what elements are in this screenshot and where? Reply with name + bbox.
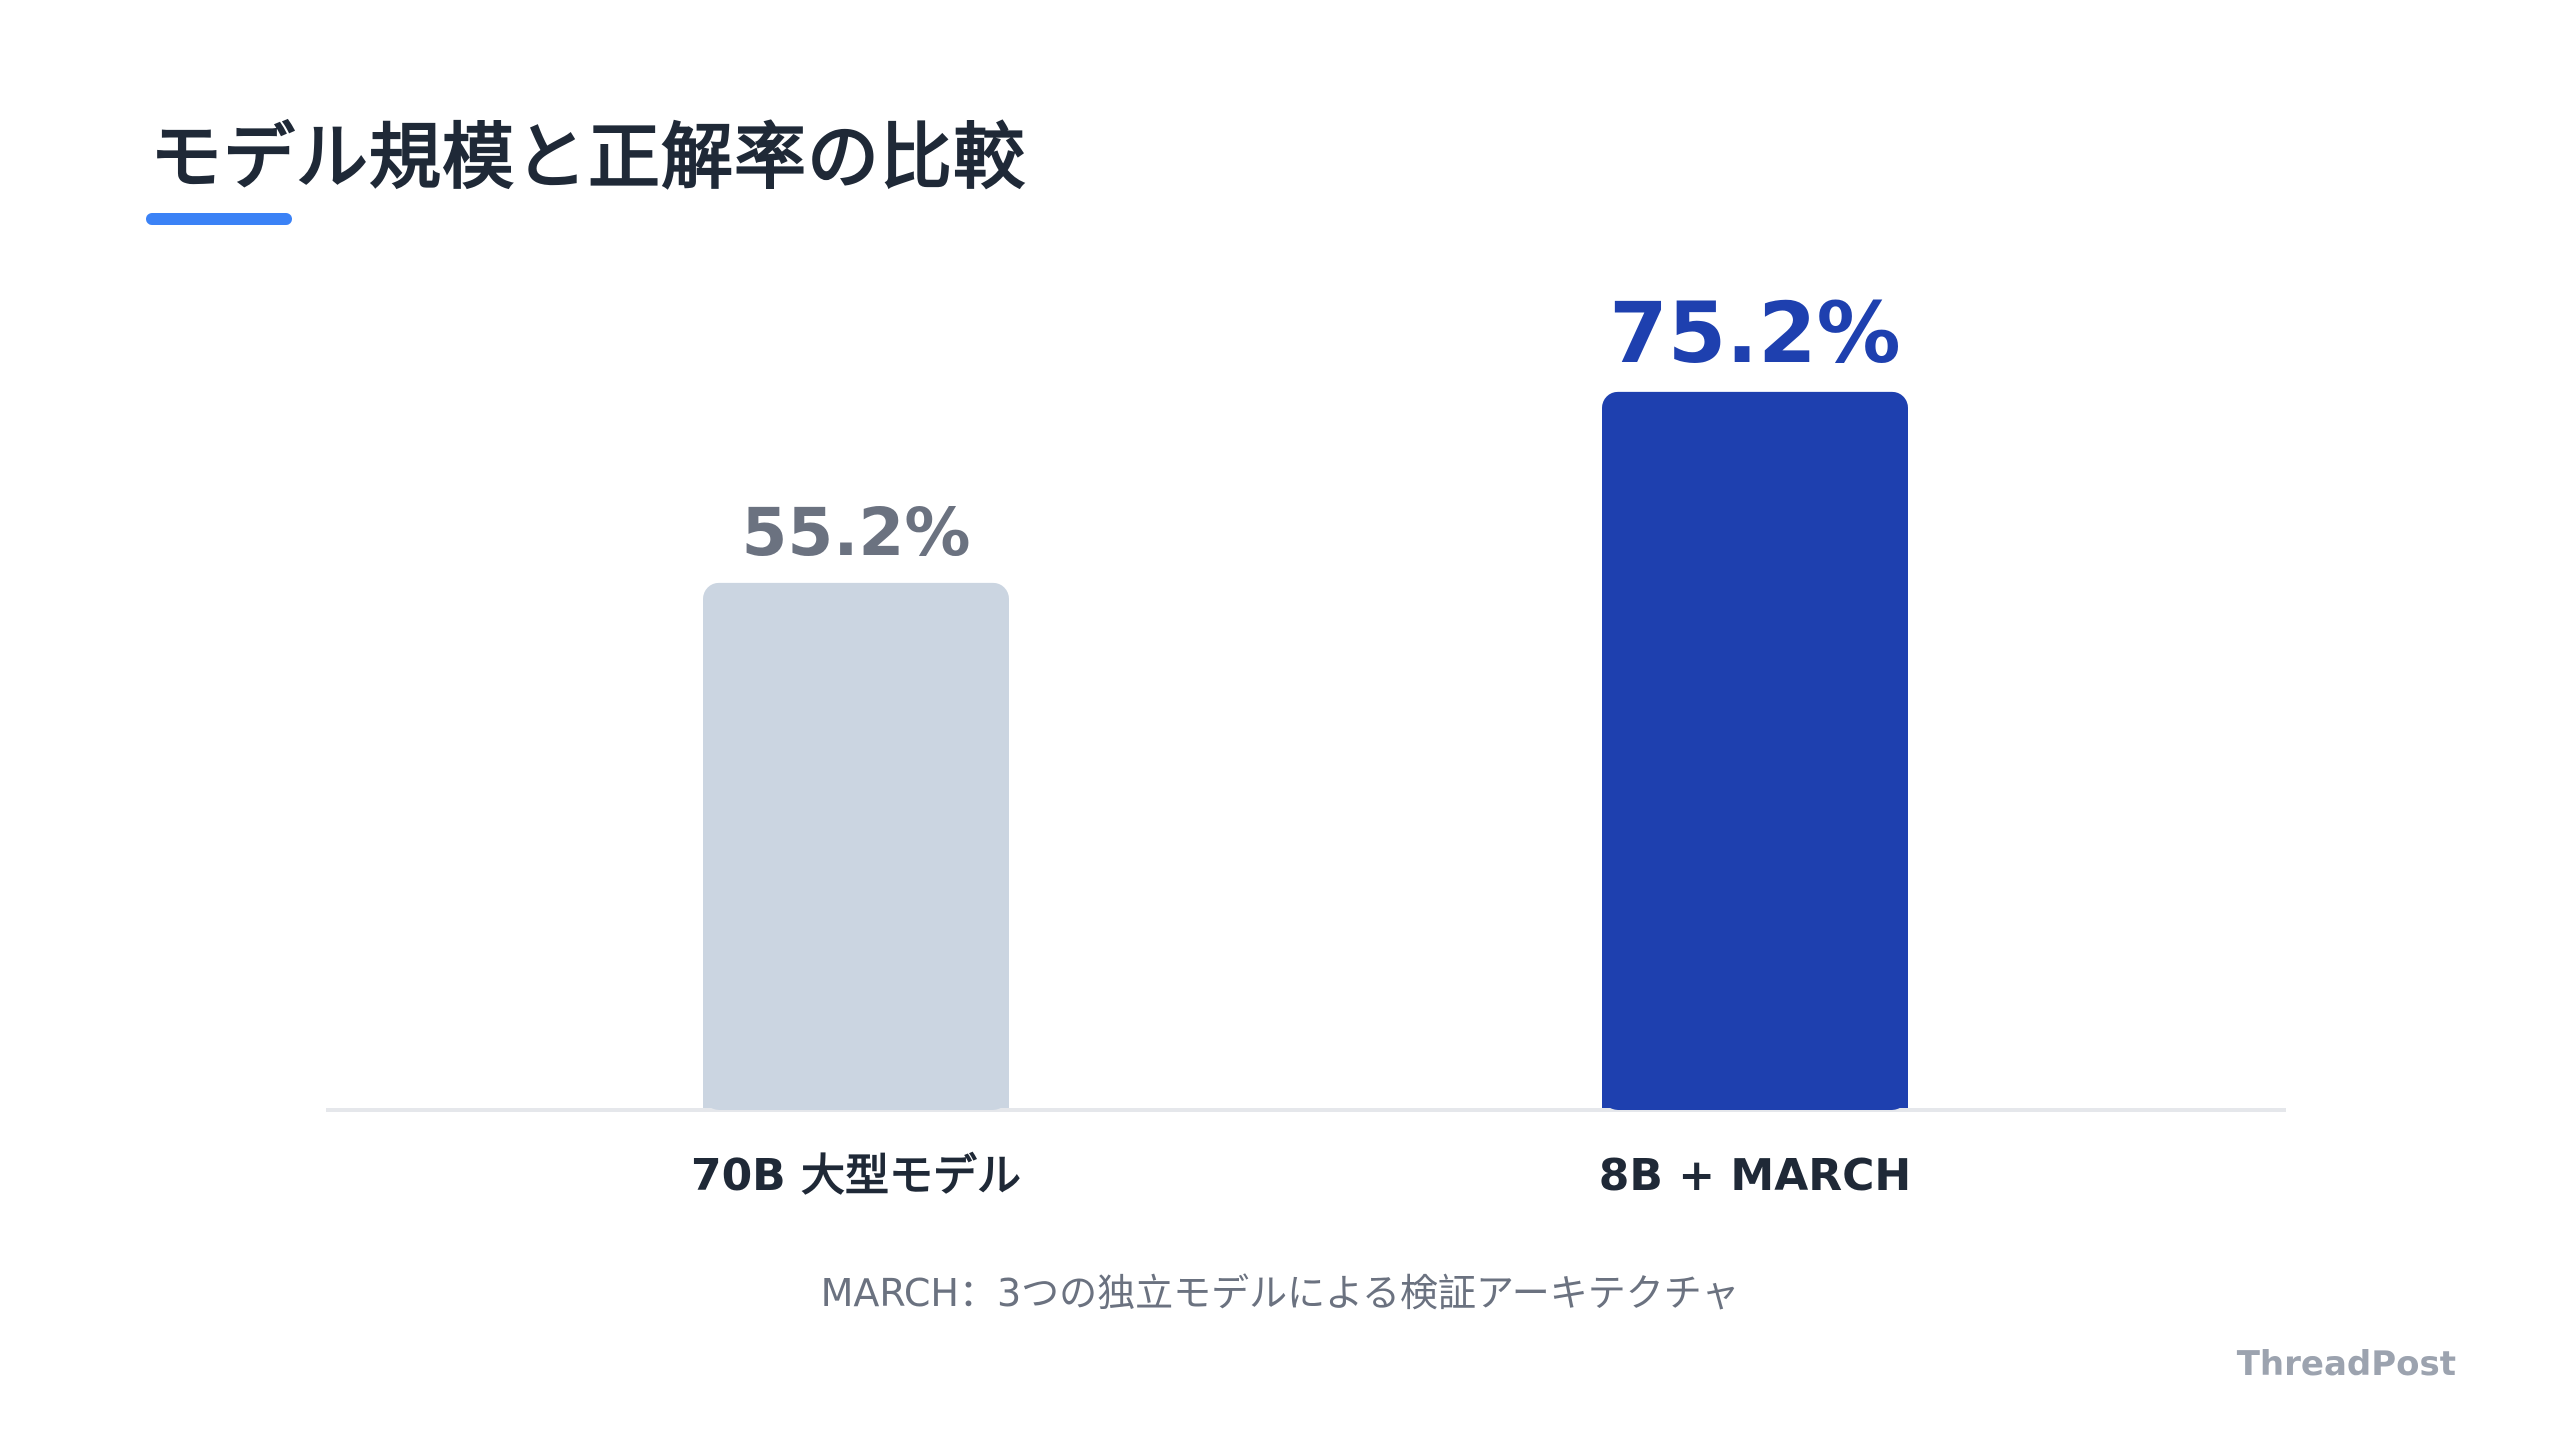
data-label-2: 75.2% bbox=[1609, 284, 1900, 382]
category-label-2: 8B + MARCH bbox=[1599, 1150, 1912, 1201]
page-title: モデル規模と正解率の比較 bbox=[150, 115, 1027, 199]
data-label-1: 55.2% bbox=[742, 494, 971, 571]
bar-2-base bbox=[1602, 1092, 1908, 1108]
category-label-1: 70B 大型モデル bbox=[691, 1150, 1021, 1201]
title-underline bbox=[146, 213, 292, 225]
bar-1 bbox=[703, 582, 1009, 1110]
chart-caption: MARCH：3つの独立モデルによる検証アーキテクチャ bbox=[820, 1271, 1740, 1315]
bar-1-base bbox=[703, 1092, 1009, 1108]
bar-2 bbox=[1602, 391, 1908, 1111]
brand-logo: ThreadPost bbox=[2236, 1344, 2456, 1384]
